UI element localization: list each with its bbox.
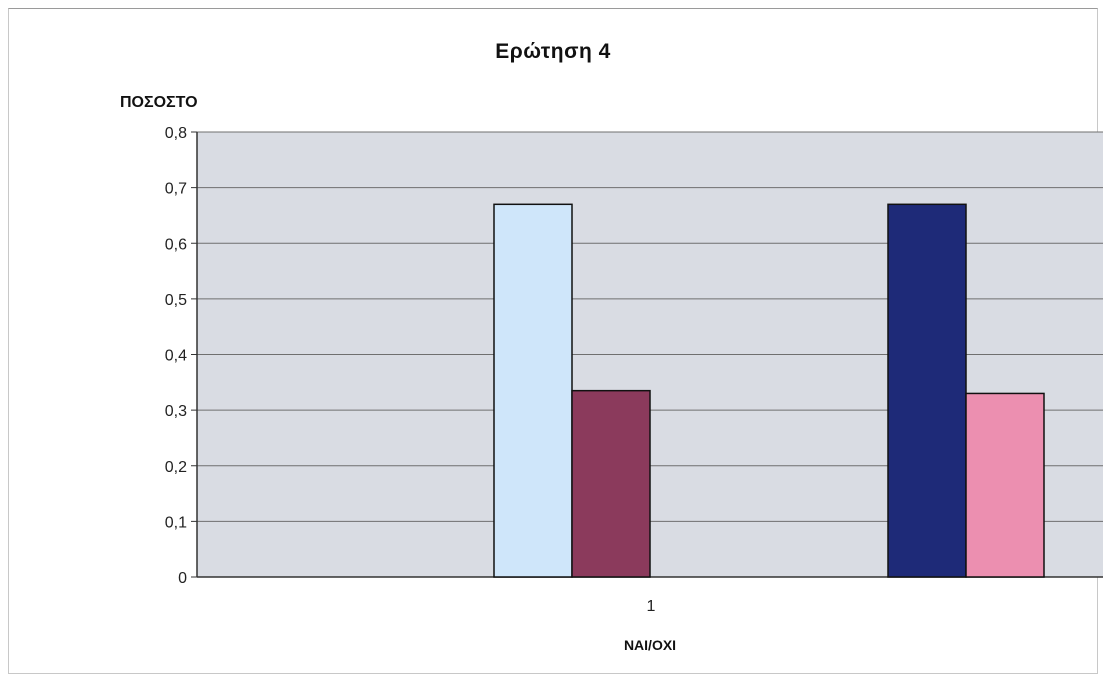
y-tick-label: 0,7 bbox=[165, 181, 187, 198]
y-tick-label: 0,6 bbox=[165, 236, 187, 253]
bar bbox=[493, 203, 573, 578]
y-tick-label: 0,1 bbox=[165, 514, 187, 531]
chart-title: Ερώτηση 4 bbox=[495, 40, 611, 63]
y-tick-label: 0 bbox=[178, 570, 187, 587]
bar bbox=[965, 392, 1045, 578]
y-tick-label: 0,8 bbox=[165, 125, 187, 142]
bar bbox=[887, 203, 967, 578]
y-tick-label: 0,5 bbox=[165, 292, 187, 309]
x-tick-label: 1 bbox=[647, 598, 656, 615]
y-tick-label: 0,2 bbox=[165, 459, 187, 476]
plot-area: 0 0,1 0,2 0,3 0,4 0,5 0,6 0,7 0,8 1 bbox=[165, 125, 1103, 615]
bar bbox=[571, 389, 651, 578]
y-axis-label: ΠΟΣΟΣΤΟ bbox=[120, 94, 198, 111]
x-axis-label: ΝΑΙ/ΟΧΙ bbox=[623, 637, 677, 653]
y-tick-label: 0,4 bbox=[165, 348, 187, 365]
y-tick-label: 0,3 bbox=[165, 403, 187, 420]
